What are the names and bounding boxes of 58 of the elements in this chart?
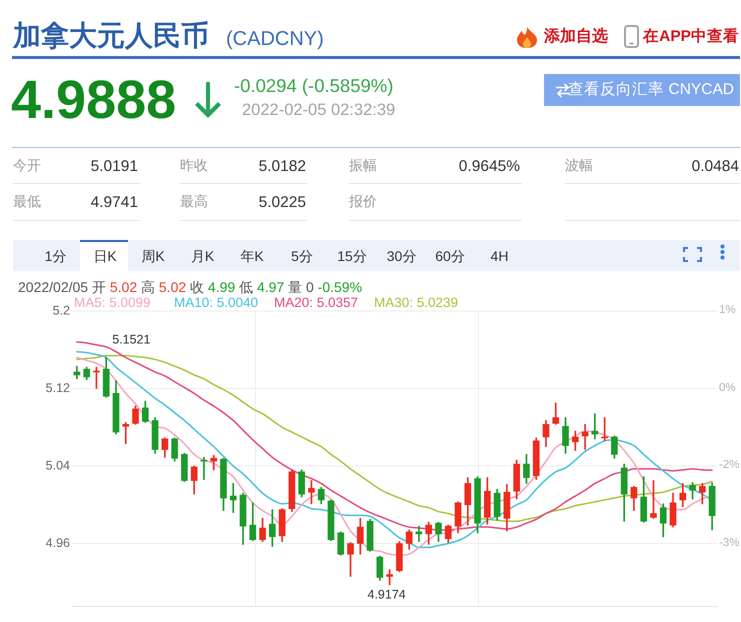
text: 振幅 [349, 157, 377, 173]
y-tick-label: 5.04 [46, 458, 70, 472]
text: 5.0191 [90, 158, 138, 175]
text: 周K [141, 248, 165, 264]
text: MA20: 5.0357 [274, 295, 358, 310]
text: 0.9645% [458, 158, 520, 175]
text: -0.59% [318, 279, 362, 295]
text: 4.97 [256, 279, 284, 295]
text: 开 [92, 279, 106, 295]
text: 0% [719, 382, 736, 394]
y-tick-label: 5.12 [46, 380, 70, 395]
text: 0.0484 [692, 158, 739, 175]
text: 查看反向汇率 CNYCAD [568, 81, 734, 98]
text: MA30: 5.0239 [374, 295, 458, 310]
chart-subtitle: (CADCNY) [226, 28, 324, 50]
text: 日K [93, 248, 117, 264]
text: 最高 [180, 193, 208, 209]
text: 2022-02-05 02:32:39 [242, 101, 396, 119]
text: 5.0225 [258, 194, 306, 211]
text: 1% [719, 304, 736, 317]
text: 昨收 [180, 157, 208, 173]
text: 收 [190, 279, 204, 295]
text: 5.0182 [258, 158, 306, 175]
text: 5分 [291, 248, 313, 264]
text: 在APP中查看 [643, 28, 739, 45]
text: 60分 [435, 248, 465, 264]
text: 年K [240, 248, 264, 264]
text: -2% [719, 459, 740, 472]
y-tick-label: 5.2 [52, 303, 70, 318]
annotation: 5.1521 [112, 332, 150, 347]
text: 月K [190, 248, 214, 264]
text: 报价 [349, 193, 377, 209]
text: 15分 [337, 248, 367, 264]
text: 0 [306, 279, 314, 295]
text: 低 [239, 279, 254, 295]
text: 波幅 [565, 157, 593, 173]
text: 2022/02/05 [18, 279, 88, 295]
text: MA5: 5.0099 [74, 295, 151, 310]
text: -3% [719, 536, 740, 550]
chart-title: 加拿大元人民币 [13, 20, 209, 51]
candlestick [93, 366, 100, 389]
text: 高 [141, 279, 155, 295]
text: 添加自选 [544, 28, 608, 45]
annotation: 4.9174 [367, 588, 406, 602]
text: 4.9888 [11, 70, 176, 130]
text: 今开 [13, 157, 41, 173]
text: -0.0294 (-0.5859%) [234, 75, 394, 96]
text: 5.02 [158, 279, 186, 295]
y-tick-label: 4.96 [46, 536, 70, 550]
text: 最低 [13, 193, 41, 209]
text: 30分 [386, 248, 416, 264]
text: MA10: 5.0040 [174, 295, 258, 310]
text: 量 [288, 279, 302, 295]
text: 1分 [44, 248, 66, 264]
text: 4.9741 [90, 194, 138, 211]
text: 4H [490, 248, 508, 264]
text: 4.99 [208, 279, 236, 295]
text: 5.02 [110, 279, 138, 295]
